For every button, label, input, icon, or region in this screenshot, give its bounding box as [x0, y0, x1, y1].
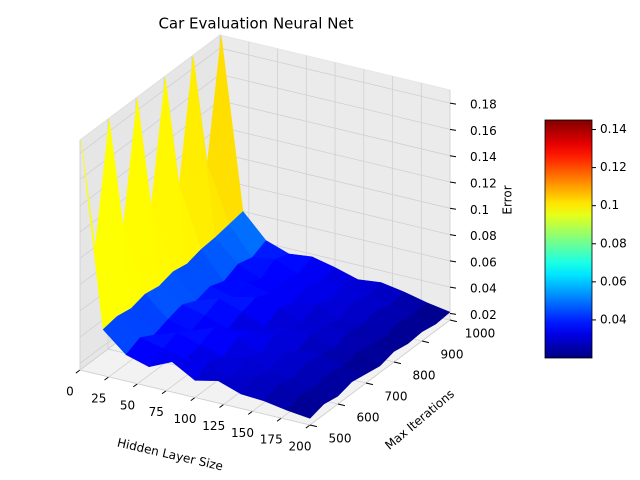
z-tick-label: 0.06 [470, 255, 497, 269]
z-tick [449, 207, 457, 210]
grid-line [79, 140, 311, 426]
colorbar-tick-label: 0.14 [600, 122, 627, 136]
x-tick [75, 369, 81, 374]
z-tick [449, 181, 457, 184]
surface-face [286, 394, 325, 419]
z-tick [449, 128, 457, 131]
colorbar-tick-label: 0.08 [600, 236, 627, 250]
z-tick-label: 0.12 [470, 177, 497, 191]
x-tick-label: 100 [174, 412, 197, 426]
x-tick-label: 75 [149, 405, 164, 419]
z-tick [449, 260, 457, 263]
x-tick-label: 25 [91, 391, 106, 405]
x-tick-label: 175 [260, 433, 283, 447]
colorbar-tick-label: 0.12 [600, 160, 627, 174]
x-tick [219, 403, 225, 408]
y-tick [337, 403, 346, 407]
y-tick-label: 1000 [465, 327, 496, 341]
z-tick-label: 0.08 [470, 229, 497, 243]
x-tick-label: 125 [202, 419, 225, 433]
y-tick-label: 500 [329, 432, 352, 446]
z-tick-label: 0.02 [470, 308, 497, 322]
x-tick [305, 424, 311, 429]
z-tick [449, 312, 457, 315]
z-tick [449, 102, 457, 105]
y-tick-label: 700 [385, 390, 408, 404]
x-axis-label: Hidden Layer Size [116, 436, 225, 474]
z-tick [449, 155, 457, 158]
x-tick [248, 410, 253, 415]
y-tick-label: 600 [357, 411, 380, 425]
z-tick-label: 0.16 [470, 124, 497, 138]
x-tick-label: 0 [66, 385, 74, 399]
x-tick-label: 150 [231, 426, 254, 440]
colorbar [544, 119, 593, 359]
y-tick [421, 340, 430, 344]
x-tick [133, 383, 138, 388]
x-tick-label: 200 [289, 440, 312, 454]
x-tick [276, 417, 282, 422]
z-tick [449, 286, 457, 289]
chart-title: Car Evaluation Neural Net [158, 15, 353, 33]
x-tick [190, 397, 196, 402]
y-tick [365, 382, 374, 386]
colorbar-tick-label: 0.1 [600, 198, 619, 212]
z-tick-label: 0.18 [470, 98, 497, 112]
x-tick-label: 50 [120, 398, 135, 412]
y-tick [393, 361, 402, 365]
y-tick-label: 900 [441, 348, 464, 362]
colorbar-tick-label: 0.04 [600, 312, 627, 326]
colorbar-tick-label: 0.06 [600, 274, 627, 288]
y-tick [449, 319, 458, 323]
y-tick [309, 424, 318, 428]
z-axis-label: Error [501, 185, 515, 214]
x-tick [161, 390, 167, 395]
z-tick-label: 0.1 [470, 203, 489, 217]
y-tick-label: 800 [413, 369, 436, 383]
x-tick [104, 376, 110, 381]
plot-area: 0 25 50 75 100 125 150 175 200 500 600 700 800 900100… [66, 34, 497, 454]
z-tick [449, 234, 457, 237]
z-tick-label: 0.14 [470, 150, 497, 164]
z-tick-label: 0.04 [470, 282, 497, 296]
